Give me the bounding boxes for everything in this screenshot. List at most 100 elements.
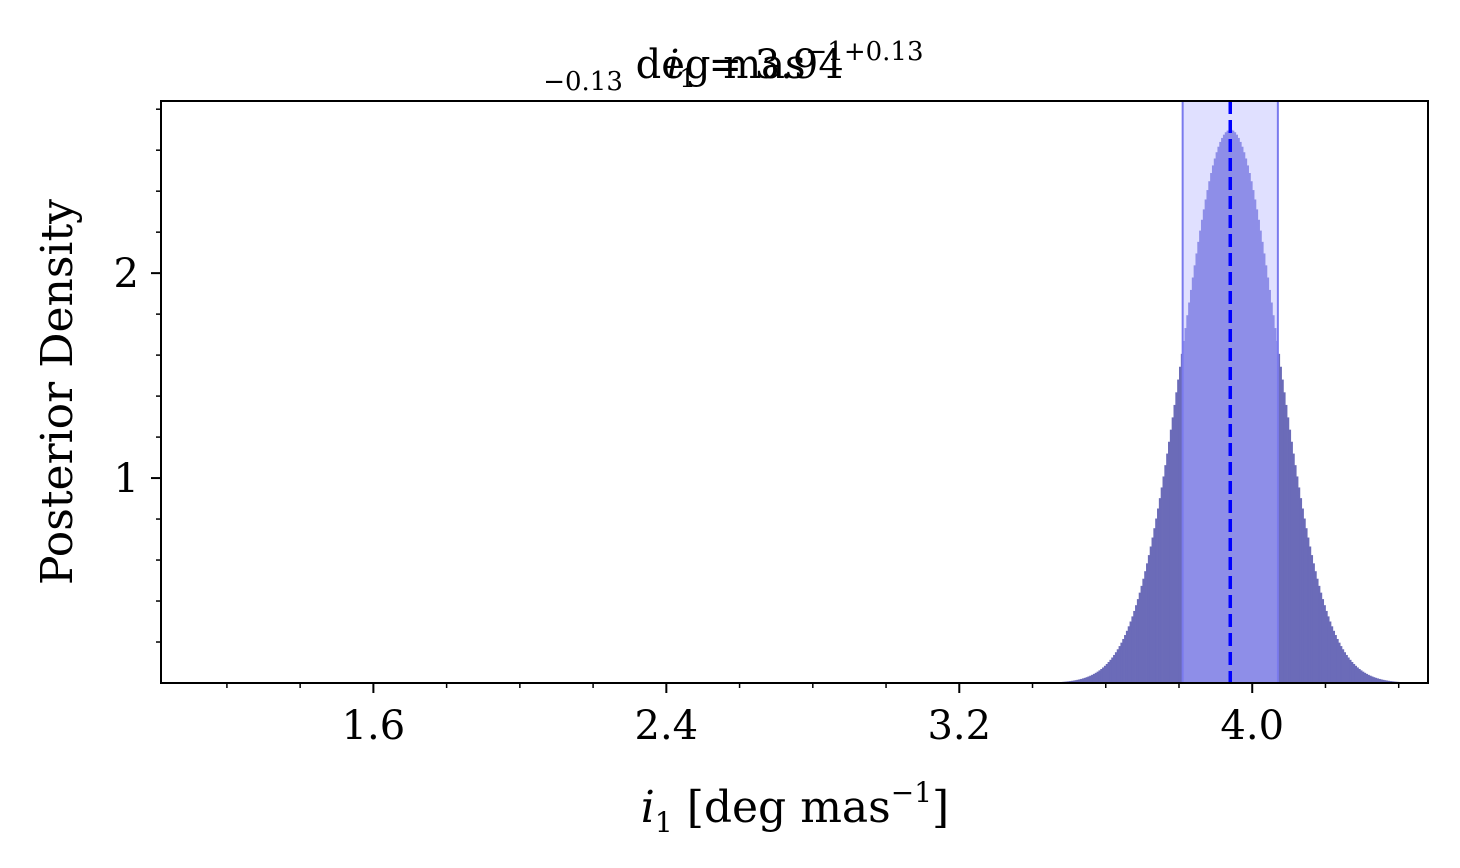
histogram-bar xyxy=(1314,571,1317,683)
histogram-bar xyxy=(1116,649,1119,683)
title-equals: = xyxy=(696,42,755,88)
xlabel-unit: [deg mas xyxy=(673,782,891,833)
histogram-bar xyxy=(1349,659,1352,683)
histogram-bar xyxy=(1105,663,1108,683)
histogram-bar xyxy=(1279,366,1282,683)
histogram-bar xyxy=(1343,652,1347,683)
histogram-bar xyxy=(1316,578,1319,683)
histogram-bar xyxy=(1319,592,1323,683)
histogram-bar xyxy=(1114,652,1118,683)
histogram-bar xyxy=(1330,626,1334,683)
histogram-bar xyxy=(1303,518,1306,683)
xlabel-close-bracket: ] xyxy=(932,782,949,833)
histogram-bar xyxy=(1091,674,1094,683)
histogram-bar xyxy=(1277,353,1281,683)
histogram-bar xyxy=(1310,555,1314,683)
histogram-bar xyxy=(1290,441,1293,683)
histogram-bar xyxy=(1138,592,1141,683)
histogram-bar xyxy=(1294,465,1297,683)
x-tick-label: 4.0 xyxy=(1220,703,1284,749)
title-subscript: 1 xyxy=(679,64,696,94)
histogram-bar xyxy=(1347,657,1350,683)
histogram-bar xyxy=(1312,563,1315,683)
plot-area xyxy=(995,101,1412,684)
histogram-bar xyxy=(1329,621,1332,683)
histogram-bar xyxy=(1374,677,1378,683)
histogram-bar xyxy=(1153,528,1156,683)
title-upper-error: +0.13 xyxy=(844,37,924,67)
histogram-bar xyxy=(1083,677,1087,683)
histogram-bar xyxy=(1376,678,1379,683)
histogram-bar xyxy=(1308,546,1312,683)
histogram-bar xyxy=(1102,667,1105,683)
histogram-bar xyxy=(1285,404,1288,683)
histogram-bar xyxy=(1125,630,1129,683)
histogram-bar xyxy=(1305,528,1308,683)
histogram-bar xyxy=(1124,635,1127,683)
title-symbol: i xyxy=(666,42,679,88)
histogram-bar xyxy=(1100,668,1103,683)
title-value: 3.94 xyxy=(755,42,844,88)
title-unit: deg mas xyxy=(623,42,806,88)
histogram-bar xyxy=(1103,665,1107,683)
histogram-bar xyxy=(1362,671,1365,683)
x-tick-label: 2.4 xyxy=(635,703,699,749)
histogram-bar xyxy=(1288,429,1292,683)
histogram-bar xyxy=(1136,599,1140,683)
histogram-bar xyxy=(1129,621,1132,683)
histogram-bar xyxy=(1177,379,1180,683)
histogram-bar xyxy=(1283,392,1286,683)
histogram-bar xyxy=(1155,518,1158,683)
histogram-bar xyxy=(1146,563,1149,683)
title-unit-exponent: −1 xyxy=(806,37,844,67)
histogram-bar xyxy=(1338,642,1341,683)
histogram-bar xyxy=(1168,441,1171,683)
histogram-bar xyxy=(1158,498,1162,683)
histogram-bar xyxy=(1109,659,1112,683)
histogram-bar xyxy=(1140,585,1143,683)
histogram-bar xyxy=(1378,678,1381,683)
histogram-bar xyxy=(1354,665,1357,683)
x-axis-ticks: 1.6 2.4 3.2 4.0 xyxy=(226,683,1400,749)
x-axis-label: i1 [deg mas−1] xyxy=(641,776,949,839)
histogram-bar xyxy=(1296,476,1299,683)
histogram-bar xyxy=(1363,672,1367,683)
histogram-bar xyxy=(1371,676,1374,683)
histogram-bar xyxy=(1087,676,1090,683)
histogram-bar xyxy=(1351,661,1354,683)
histogram-bar xyxy=(1169,429,1173,683)
histogram-bar xyxy=(1323,605,1326,683)
histogram-bar xyxy=(1111,657,1114,683)
histogram-bar xyxy=(1299,498,1303,683)
histogram-bar xyxy=(1171,417,1174,683)
histogram-bar xyxy=(1318,585,1321,683)
histogram-bar xyxy=(1160,487,1163,683)
histogram-bar xyxy=(1385,680,1389,683)
histogram-bar xyxy=(1327,616,1330,683)
histogram-bar xyxy=(1133,610,1136,683)
histogram-bar xyxy=(1113,654,1116,683)
histogram-bar xyxy=(1360,670,1363,683)
histogram-bar xyxy=(1098,670,1101,683)
histogram-bar xyxy=(1369,675,1372,683)
histogram-bar xyxy=(1336,638,1339,683)
histogram-bar xyxy=(1118,646,1121,683)
histogram-bar xyxy=(1307,537,1310,683)
x-tick-label: 1.6 xyxy=(342,703,406,749)
histogram-bar xyxy=(1287,417,1290,683)
y-tick-label: 1 xyxy=(114,456,139,502)
histogram-bar xyxy=(1149,546,1152,683)
histogram-bar xyxy=(1147,555,1151,683)
histogram-bar xyxy=(1298,487,1301,683)
histogram-bar xyxy=(1096,671,1099,683)
histogram-bar xyxy=(1384,680,1387,683)
histogram-bar xyxy=(1325,610,1328,683)
histogram-bar xyxy=(1175,392,1178,683)
xlabel-unit-exponent: −1 xyxy=(891,776,932,809)
histogram-bar xyxy=(1387,680,1390,683)
histogram-bar xyxy=(1107,661,1110,683)
xlabel-symbol: i xyxy=(641,782,655,833)
y-tick-label: 2 xyxy=(114,251,139,297)
histogram-bar xyxy=(1076,679,1079,683)
